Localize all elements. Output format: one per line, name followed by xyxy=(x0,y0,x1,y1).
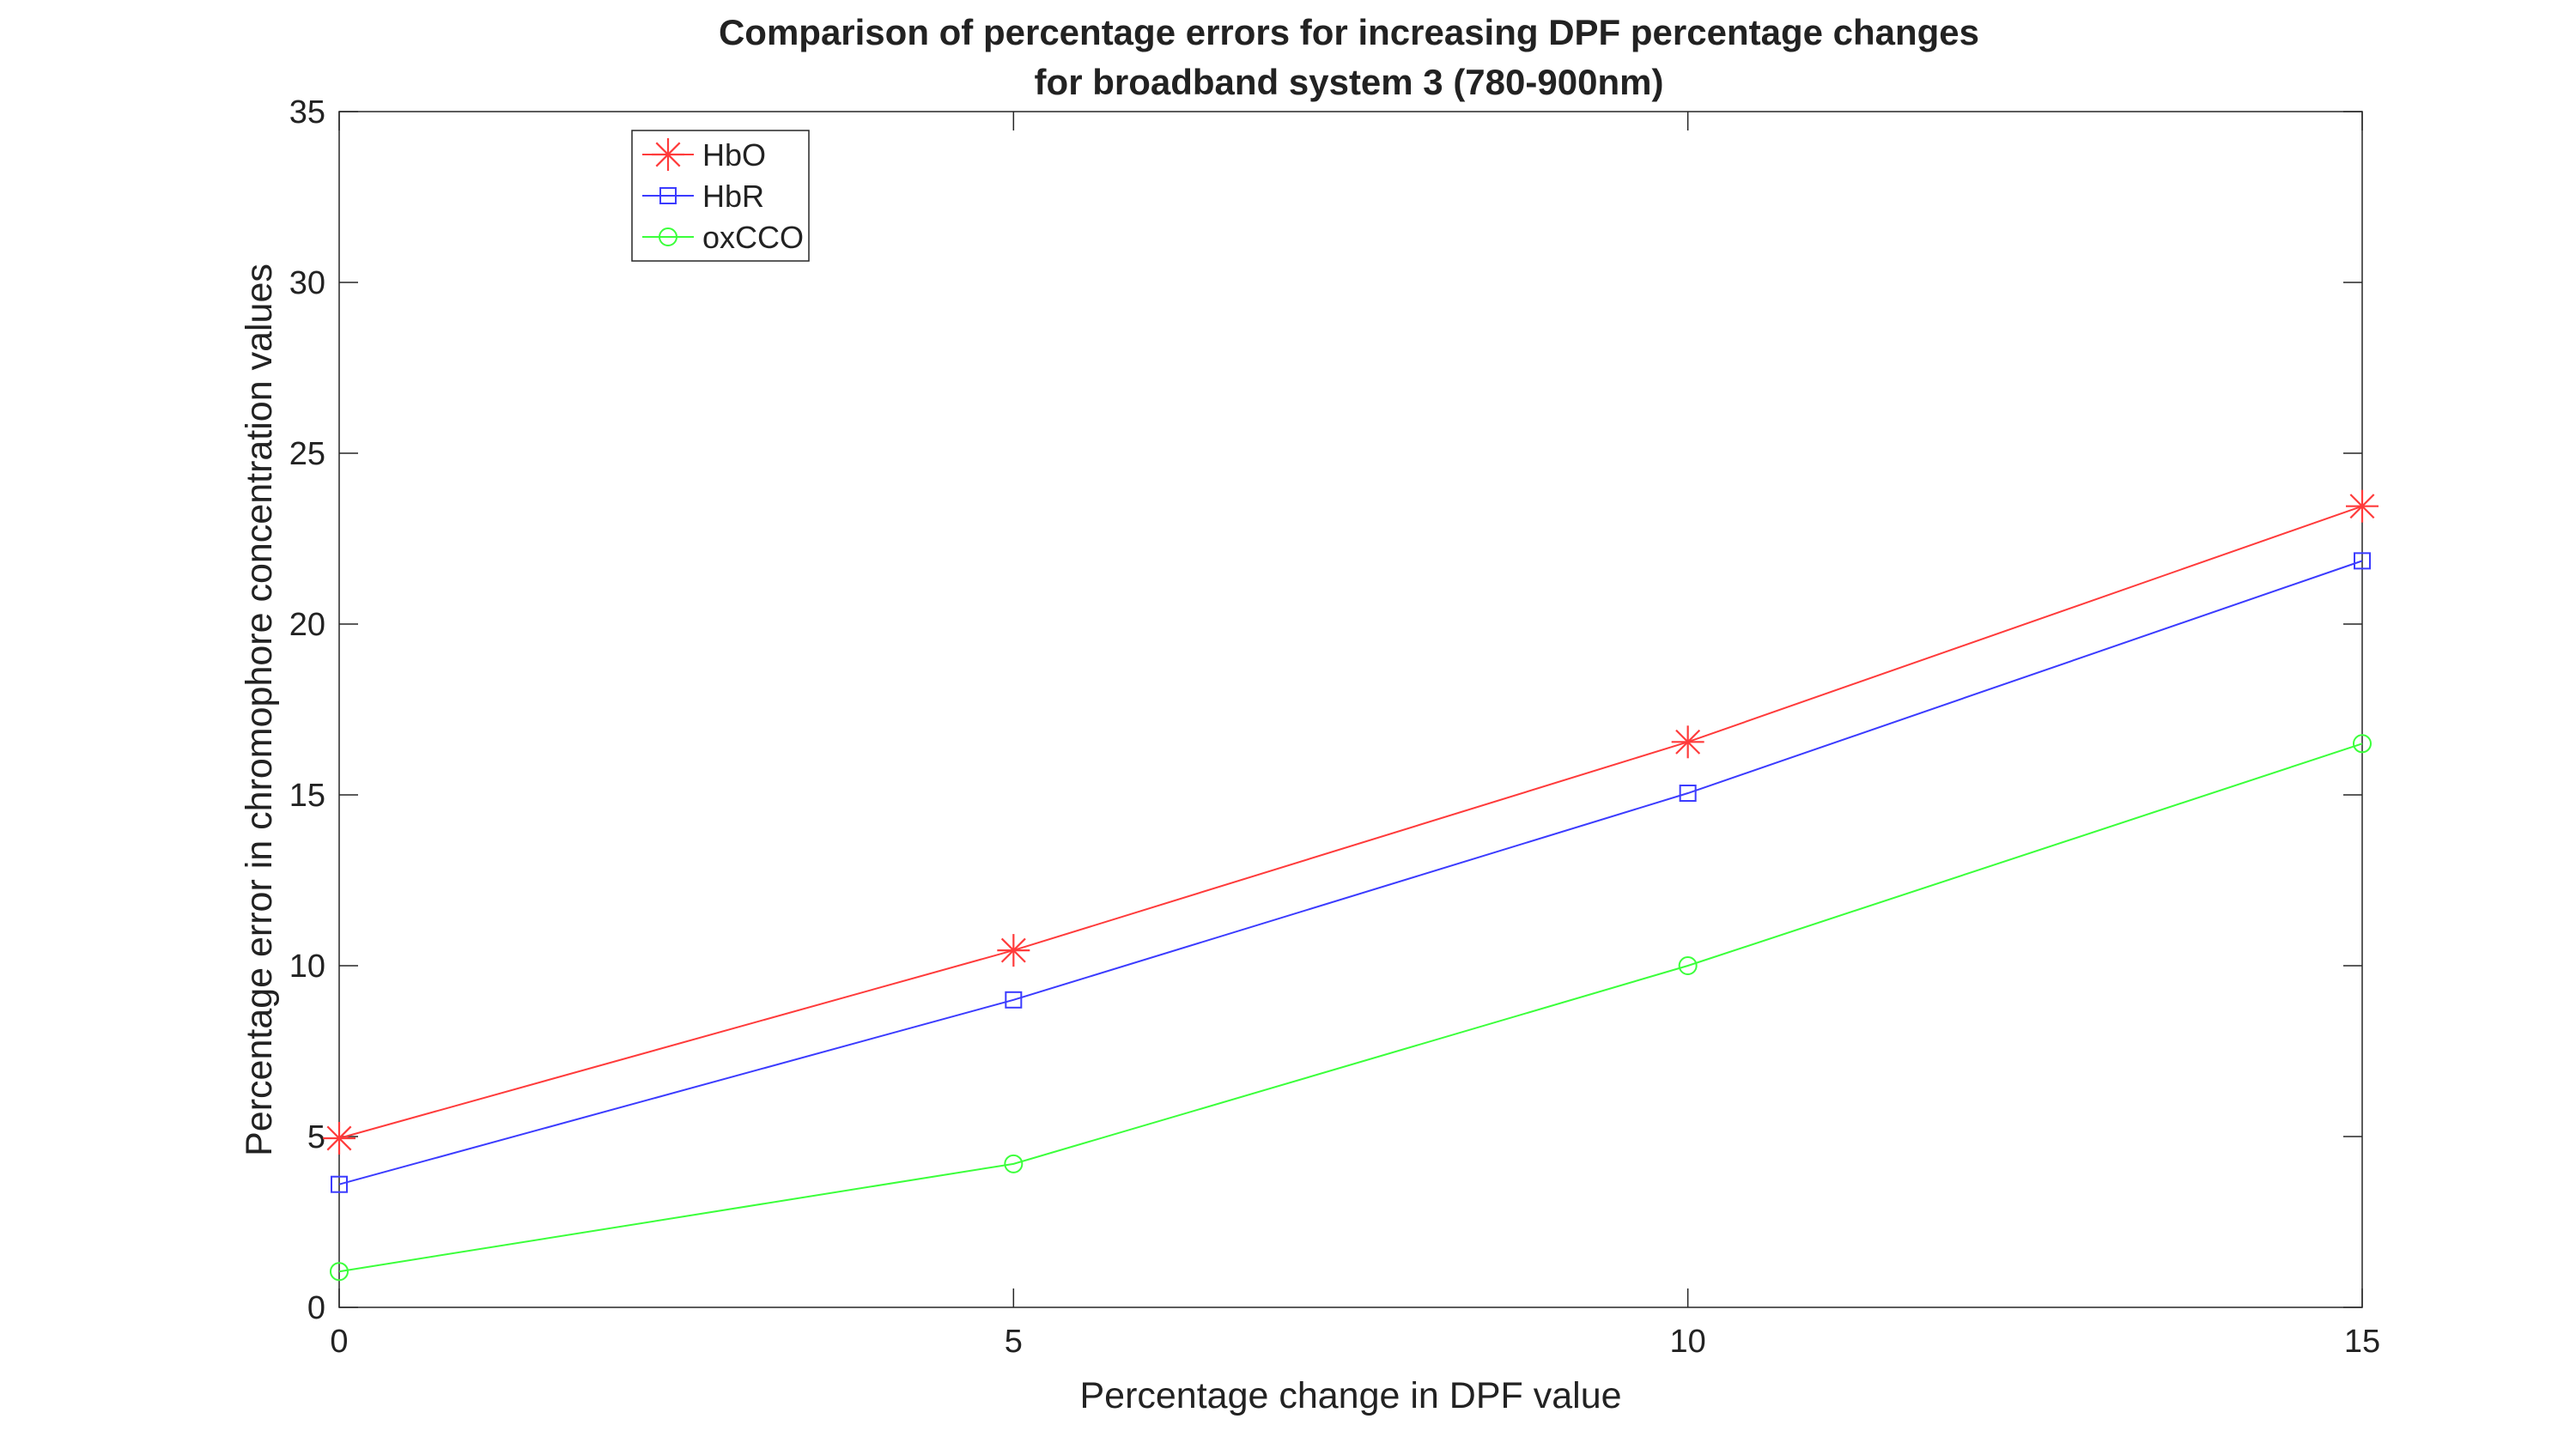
plot-frame xyxy=(338,111,2363,1308)
series-line-hbo xyxy=(338,505,2363,1139)
x-axis: 0 5 10 15 xyxy=(330,112,2380,1360)
legend-marker xyxy=(652,138,684,171)
chart-subtitle: for broadband system 3 (780-900nm) xyxy=(1035,62,1664,102)
y-axis-label: Percentage error in chromophore concentr… xyxy=(239,264,280,1156)
series-layer xyxy=(323,489,2379,1282)
y-tick-label: 20 xyxy=(289,607,325,643)
data-point-oxcco xyxy=(330,1262,349,1282)
x-tick-label: 0 xyxy=(330,1324,348,1360)
series-line-hbr xyxy=(338,560,2363,1185)
x-axis-label: Percentage change in DPF value xyxy=(1079,1375,1621,1416)
x-tick-label: 5 xyxy=(1005,1324,1023,1360)
data-point-oxcco xyxy=(2353,734,2372,754)
legend-marker xyxy=(659,187,677,204)
data-point-oxcco xyxy=(1004,1154,1024,1173)
y-tick-label: 10 xyxy=(289,949,325,985)
data-point-oxcco xyxy=(1678,956,1698,975)
legend-label-hbo: HbO xyxy=(702,137,766,173)
y-tick-label: 35 xyxy=(289,94,325,130)
plot-area xyxy=(338,111,2363,1308)
data-point-hbr xyxy=(1679,785,1697,803)
legend-marker xyxy=(659,227,677,246)
data-point-hbr xyxy=(2354,552,2371,570)
y-tick-label: 15 xyxy=(289,778,325,814)
data-point-hbr xyxy=(1005,991,1023,1009)
chart-title: Comparison of percentage errors for incr… xyxy=(719,12,1979,52)
data-point-hbo xyxy=(1671,725,1704,759)
x-tick-label: 10 xyxy=(1670,1324,1706,1360)
y-tick-label: 0 xyxy=(307,1290,325,1326)
data-point-hbo xyxy=(2346,489,2379,523)
y-tick-label: 30 xyxy=(289,265,325,301)
series-line-oxcco xyxy=(338,743,2363,1273)
data-point-hbr xyxy=(331,1175,348,1193)
legend: HbO HbR oxCCO xyxy=(631,130,810,262)
x-tick-label: 15 xyxy=(2344,1324,2380,1360)
data-point-hbo xyxy=(997,934,1030,967)
data-point-hbo xyxy=(323,1121,355,1155)
legend-label-oxcco: oxCCO xyxy=(702,220,804,255)
y-tick-label: 5 xyxy=(307,1119,325,1155)
y-tick-label: 25 xyxy=(289,436,325,472)
legend-label-hbr: HbR xyxy=(702,179,764,214)
y-axis: 0 5 10 15 20 25 30 35 xyxy=(289,94,2362,1326)
